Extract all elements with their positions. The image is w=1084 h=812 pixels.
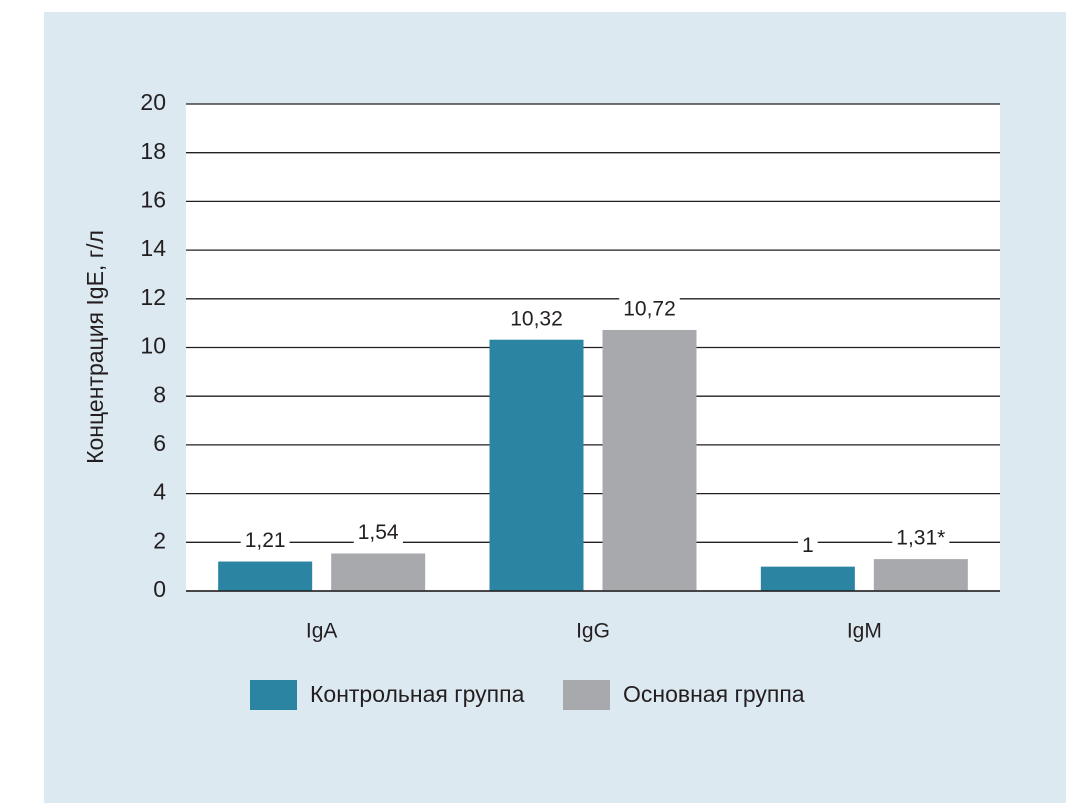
x-tick-label: IgG bbox=[576, 620, 610, 643]
bar bbox=[331, 553, 426, 591]
bar bbox=[602, 329, 697, 591]
value-label: 1,54 bbox=[358, 521, 399, 544]
value-label-bg bbox=[353, 521, 403, 545]
y-tick-label: 8 bbox=[153, 381, 166, 407]
bar bbox=[873, 559, 968, 591]
bar bbox=[489, 339, 584, 591]
y-tick-label: 2 bbox=[153, 527, 166, 553]
legend-swatch bbox=[250, 680, 297, 710]
y-tick-label: 4 bbox=[153, 479, 166, 505]
bar bbox=[218, 561, 313, 591]
value-label: 10,72 bbox=[623, 298, 676, 321]
legend-label: Контрольная группа bbox=[310, 681, 525, 707]
value-label-bg bbox=[506, 307, 567, 331]
value-label-bg bbox=[797, 534, 818, 558]
legend-label: Основная группа bbox=[623, 681, 805, 707]
x-tick-label: IgA bbox=[306, 620, 338, 643]
value-label-bg bbox=[892, 526, 950, 550]
legend-swatch bbox=[563, 680, 610, 710]
y-tick-label: 6 bbox=[153, 430, 166, 456]
y-tick-label: 14 bbox=[140, 235, 166, 261]
y-tick-label: 16 bbox=[140, 186, 166, 212]
value-label: 1,31* bbox=[896, 527, 945, 550]
value-label: 1 bbox=[802, 534, 814, 557]
bar bbox=[760, 566, 855, 591]
value-label-bg bbox=[240, 529, 290, 553]
value-label: 1,21 bbox=[245, 529, 286, 552]
y-axis-label: Концентрация IgE, г/л bbox=[82, 230, 108, 464]
value-label-bg bbox=[619, 297, 680, 321]
y-tick-label: 20 bbox=[140, 89, 166, 115]
value-label: 10,32 bbox=[510, 307, 563, 330]
x-tick-label: IgM bbox=[847, 620, 882, 643]
y-tick-label: 0 bbox=[153, 576, 166, 602]
y-tick-label: 18 bbox=[140, 138, 166, 164]
y-tick-label: 10 bbox=[140, 333, 166, 359]
y-tick-label: 12 bbox=[140, 284, 166, 310]
